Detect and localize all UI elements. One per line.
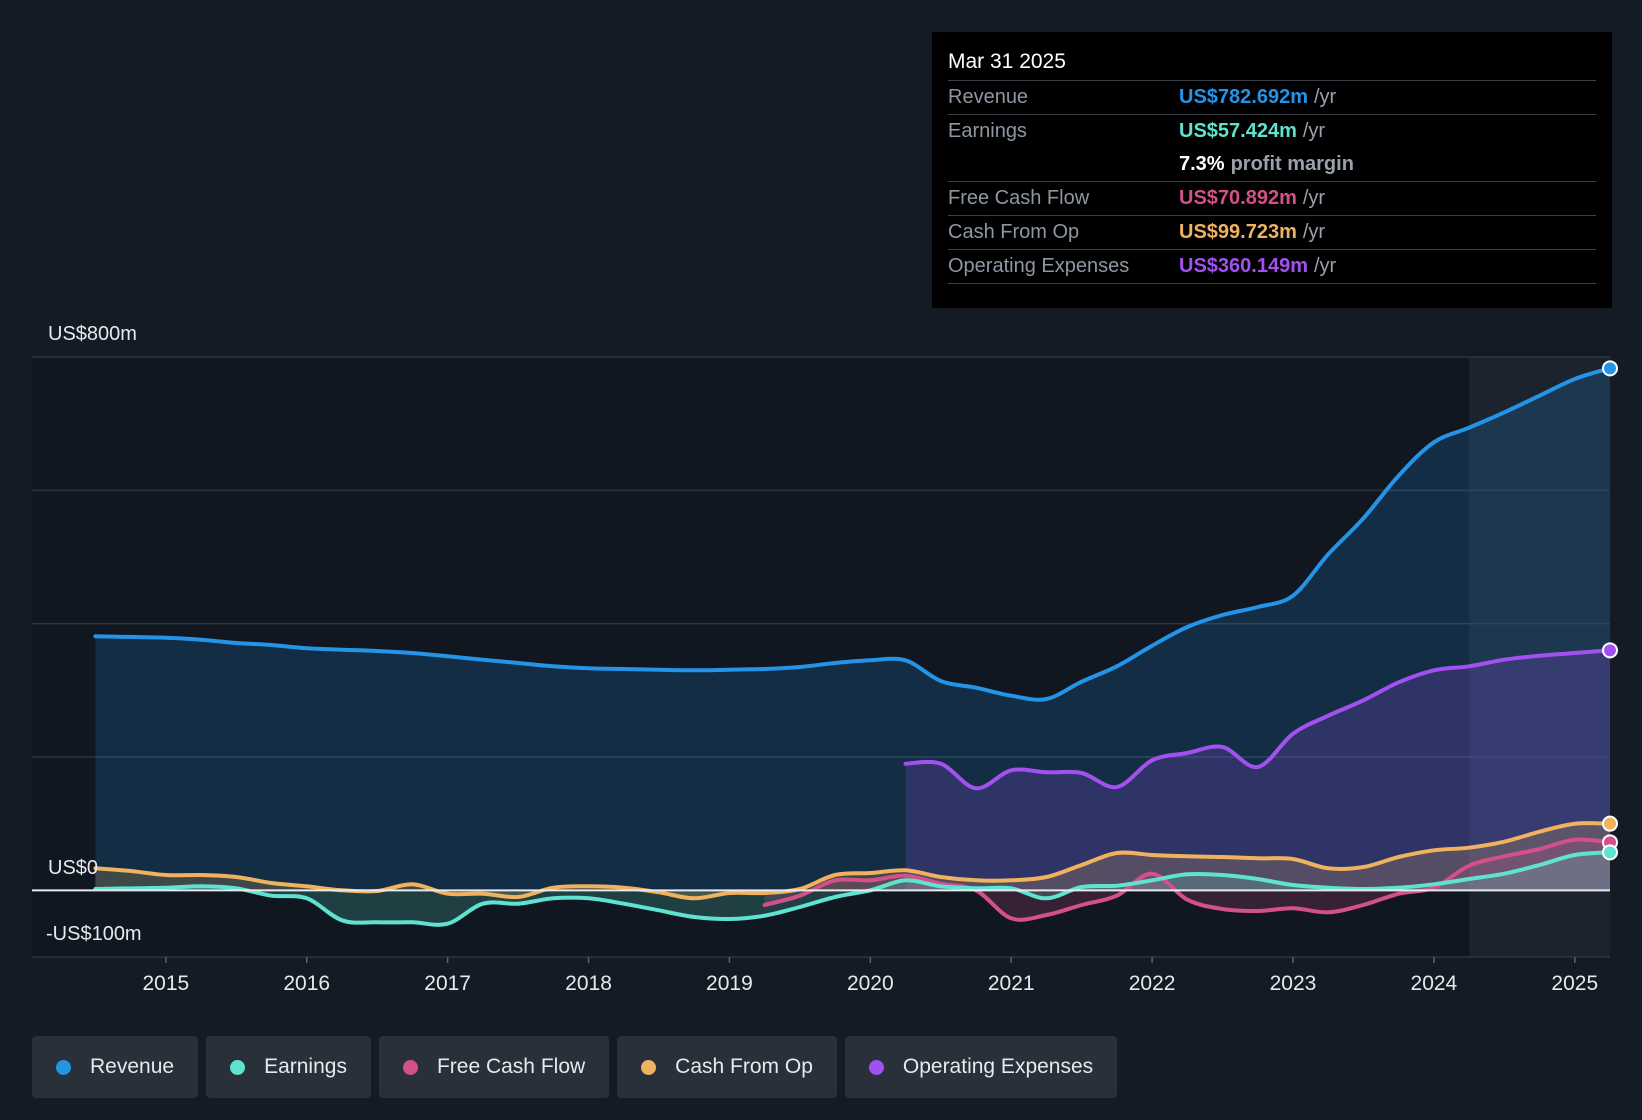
y-axis-top-label: US$800m	[48, 323, 137, 345]
fcf-line	[762, 837, 1612, 922]
legend-label: Earnings	[264, 1055, 347, 1078]
chart-legend: Revenue Earnings Free Cash Flow Cash Fro…	[32, 1036, 1118, 1098]
legend-dot-icon	[402, 1059, 418, 1075]
tooltip-row-earnings: Earnings US$57.424m /yr	[948, 115, 1596, 148]
tooltip-row-revenue: Revenue US$782.692m /yr	[948, 81, 1596, 115]
tooltip-unit: /yr	[1313, 255, 1337, 277]
revenue-area	[95, 368, 1610, 891]
tooltip-label: Earnings	[948, 120, 1027, 142]
y-axis-bottom-label: -US$100m	[46, 923, 142, 945]
legend-label: Revenue	[90, 1055, 175, 1078]
tooltip-value: US$360.149m	[1179, 255, 1308, 277]
x-tick-label: 2023	[1270, 972, 1317, 995]
series-end-markers	[1602, 360, 1618, 861]
x-tick-label: 2018	[565, 972, 612, 995]
legend-item-operating-expenses[interactable]: Operating Expenses	[844, 1036, 1118, 1098]
legend-label: Cash From Op	[675, 1055, 813, 1078]
profit-margin-label: profit margin	[1230, 153, 1354, 175]
tooltip-unit: /yr	[1302, 120, 1326, 142]
tooltip-label: Revenue	[948, 86, 1029, 108]
legend-dot-icon	[230, 1059, 246, 1075]
opex-end-marker	[1602, 642, 1618, 659]
tooltip-unit: /yr	[1313, 86, 1337, 108]
legend-label: Operating Expenses	[902, 1055, 1094, 1078]
legend-dot-icon	[868, 1059, 884, 1075]
tooltip-label: Cash From Op	[948, 221, 1080, 243]
tooltip-value: US$99.723m	[1179, 221, 1297, 243]
tooltip-unit: /yr	[1302, 221, 1326, 243]
legend-dot-icon	[641, 1059, 657, 1075]
x-tick-label: 2016	[283, 972, 330, 995]
revenue-end-marker	[1602, 360, 1618, 377]
tooltip-row-fcf: Free Cash Flow US$70.892m /yr	[948, 182, 1596, 216]
legend-item-cash-from-op[interactable]: Cash From Op	[617, 1036, 837, 1098]
tooltip-row-margin: 7.3% profit margin	[948, 148, 1596, 182]
x-tick-label: 2020	[847, 972, 894, 995]
earnings-end-marker	[1602, 844, 1618, 861]
x-tick-label: 2025	[1551, 972, 1598, 995]
x-axis-ticks: 2015 2016 2017 2018 2019 2020 2021 2022 2023 2024…	[142, 957, 1598, 995]
legend-label: Free Cash Flow	[436, 1055, 586, 1078]
x-tick-label: 2024	[1411, 972, 1458, 995]
tooltip-date: Mar 31 2025	[948, 46, 1596, 81]
x-tick-label: 2021	[988, 972, 1035, 995]
legend-dot-icon	[56, 1059, 71, 1075]
tooltip-row-cfo: Cash From Op US$99.723m /yr	[948, 216, 1596, 250]
legend-item-revenue[interactable]: Revenue	[32, 1036, 199, 1098]
x-tick-label: 2015	[142, 972, 189, 995]
legend-item-earnings[interactable]: Earnings	[206, 1036, 371, 1098]
gridlines	[32, 356, 1610, 958]
opex-line	[903, 648, 1612, 791]
tooltip-value: US$70.892m	[1179, 187, 1297, 209]
profit-margin-value: 7.3%	[1179, 153, 1225, 175]
x-tick-label: 2019	[706, 972, 753, 995]
x-tick-label: 2022	[1129, 972, 1176, 995]
cfo-end-marker	[1602, 815, 1618, 832]
tooltip-label: Free Cash Flow	[948, 187, 1090, 209]
tooltip-value: US$782.692m	[1179, 86, 1308, 108]
revenue-line	[93, 366, 1612, 702]
legend-item-free-cash-flow[interactable]: Free Cash Flow	[378, 1036, 610, 1098]
tooltip-label: Operating Expenses	[948, 255, 1130, 277]
y-axis-zero-label: US$0	[48, 857, 98, 879]
tooltip-value: US$57.424m	[1179, 120, 1297, 142]
opex-area	[905, 650, 1610, 891]
data-tooltip: Mar 31 2025 Revenue US$782.692m /yr Earn…	[932, 32, 1612, 308]
x-tick-label: 2017	[424, 972, 471, 995]
tooltip-unit: /yr	[1302, 187, 1326, 209]
tooltip-row-opex: Operating Expenses US$360.149m /yr	[948, 250, 1596, 284]
cfo-area	[95, 823, 1610, 899]
